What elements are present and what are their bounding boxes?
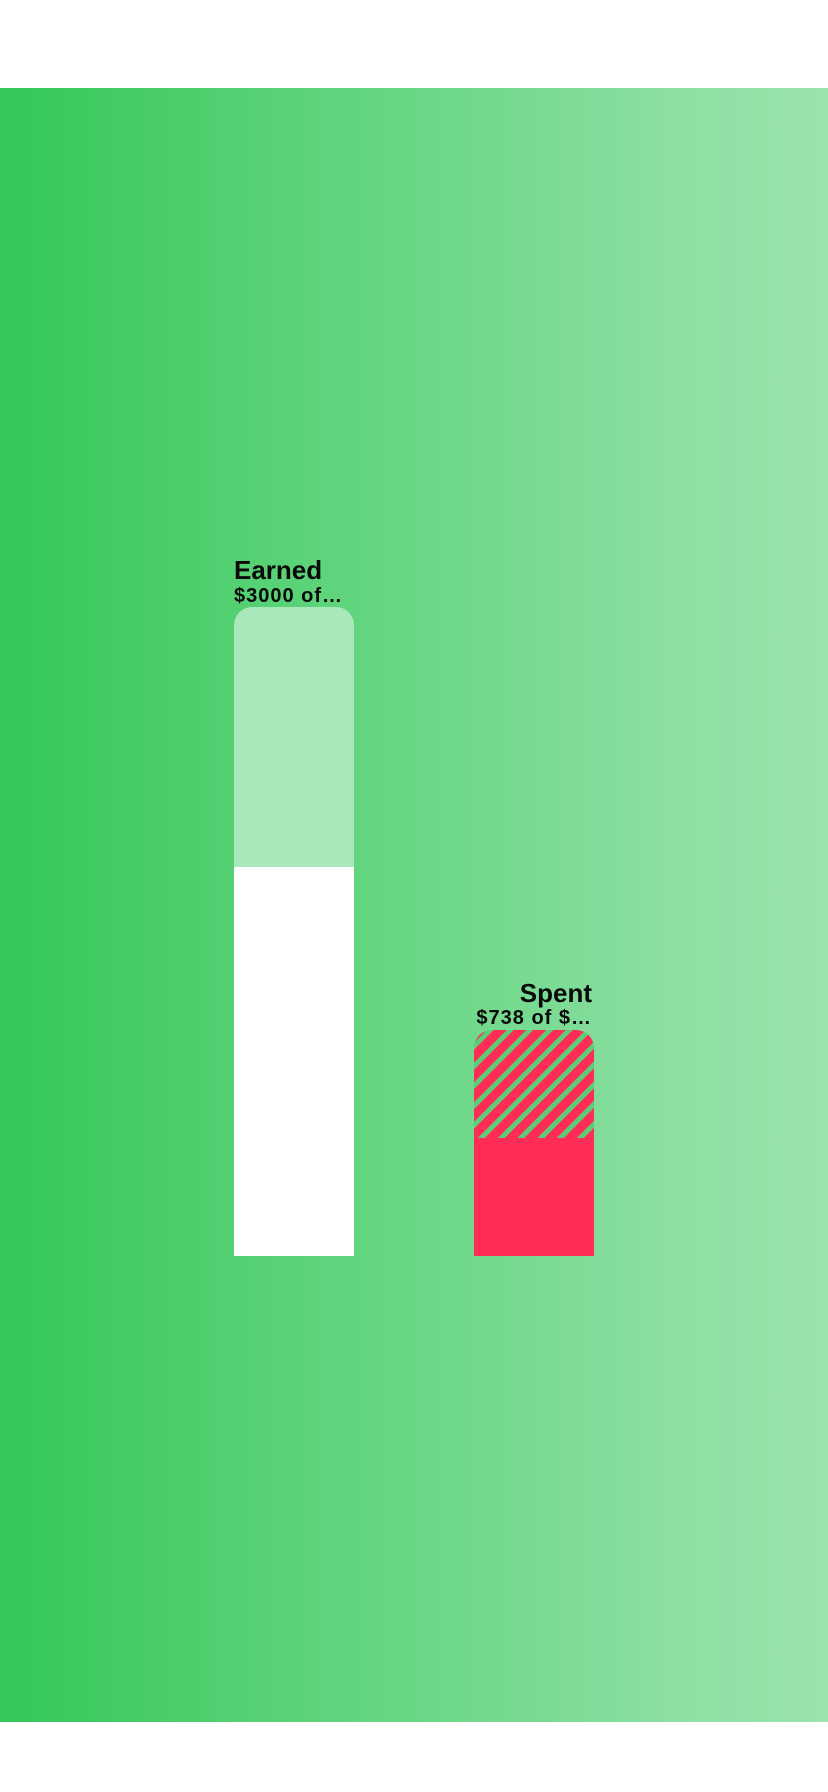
earned-subtitle: $3000 of… [234,585,344,607]
earned-bar-fill [234,866,354,1256]
earned-title: Earned [234,555,323,585]
spent-bar-hatched [474,1030,594,1139]
earned-bar-remaining [234,607,354,867]
earnings-panel [0,88,828,1722]
earned-bar[interactable] [234,607,354,1256]
bottom-bar [0,1722,828,1792]
spent-title: Spent [519,978,592,1008]
spent-bar-fill [474,1138,594,1256]
top-bar [0,0,828,88]
spent-bar[interactable] [474,1030,594,1256]
spent-subtitle: $738 of $… [476,1007,592,1029]
